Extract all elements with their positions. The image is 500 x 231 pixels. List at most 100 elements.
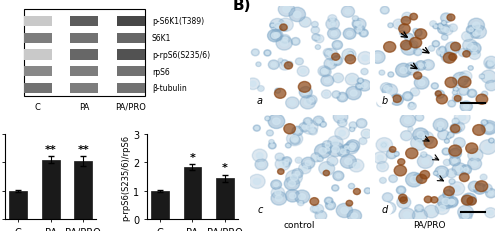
Circle shape — [400, 200, 407, 205]
FancyBboxPatch shape — [24, 50, 52, 60]
Circle shape — [430, 21, 436, 27]
Circle shape — [396, 186, 406, 194]
Circle shape — [361, 69, 368, 75]
Circle shape — [377, 202, 392, 216]
Circle shape — [286, 132, 302, 146]
Circle shape — [362, 83, 368, 88]
Circle shape — [278, 59, 283, 63]
Circle shape — [410, 105, 414, 108]
Circle shape — [470, 92, 474, 96]
Circle shape — [415, 140, 422, 147]
Circle shape — [310, 198, 318, 205]
Circle shape — [416, 213, 424, 219]
Circle shape — [274, 23, 281, 29]
Text: control: control — [283, 220, 315, 229]
Circle shape — [287, 145, 290, 147]
Circle shape — [283, 161, 290, 167]
Circle shape — [288, 181, 296, 187]
Circle shape — [458, 205, 473, 219]
Circle shape — [394, 152, 399, 157]
Circle shape — [477, 186, 482, 191]
Circle shape — [449, 171, 454, 176]
Circle shape — [485, 81, 498, 91]
Circle shape — [412, 209, 428, 222]
Circle shape — [306, 96, 317, 105]
Circle shape — [444, 196, 458, 208]
Circle shape — [452, 119, 460, 125]
Circle shape — [347, 210, 362, 222]
Circle shape — [398, 195, 407, 202]
Circle shape — [442, 55, 444, 57]
Circle shape — [482, 176, 485, 179]
Circle shape — [351, 129, 354, 131]
Circle shape — [434, 173, 437, 174]
Circle shape — [404, 212, 410, 218]
Circle shape — [476, 181, 488, 192]
Circle shape — [404, 118, 411, 124]
Circle shape — [274, 89, 286, 99]
Circle shape — [278, 3, 294, 17]
Circle shape — [414, 30, 416, 33]
Circle shape — [440, 54, 445, 58]
Circle shape — [342, 49, 356, 62]
Circle shape — [294, 40, 298, 44]
Circle shape — [488, 84, 494, 88]
Circle shape — [327, 157, 338, 166]
FancyBboxPatch shape — [70, 67, 99, 77]
Circle shape — [354, 18, 357, 21]
Circle shape — [332, 146, 340, 153]
Circle shape — [312, 22, 318, 28]
Circle shape — [340, 96, 345, 100]
Circle shape — [384, 43, 396, 53]
Circle shape — [298, 200, 304, 206]
Circle shape — [352, 17, 358, 22]
Circle shape — [350, 127, 355, 132]
Circle shape — [324, 197, 333, 205]
Circle shape — [268, 132, 272, 135]
Circle shape — [295, 158, 302, 164]
FancyBboxPatch shape — [70, 17, 99, 27]
Circle shape — [409, 103, 414, 107]
Circle shape — [275, 158, 290, 171]
Circle shape — [406, 95, 410, 99]
Circle shape — [328, 62, 334, 67]
Circle shape — [278, 19, 293, 32]
Circle shape — [396, 23, 402, 27]
Circle shape — [338, 119, 347, 127]
Circle shape — [334, 127, 349, 140]
Circle shape — [289, 64, 292, 66]
Circle shape — [458, 87, 469, 96]
Circle shape — [437, 24, 444, 30]
Circle shape — [470, 30, 480, 39]
Text: *: * — [222, 163, 228, 173]
Circle shape — [380, 178, 386, 184]
Circle shape — [359, 80, 362, 83]
Circle shape — [441, 133, 446, 138]
Circle shape — [340, 149, 346, 154]
Circle shape — [400, 114, 415, 128]
Circle shape — [346, 201, 352, 206]
Circle shape — [430, 197, 438, 203]
Circle shape — [433, 24, 438, 30]
Circle shape — [308, 128, 318, 135]
Circle shape — [482, 184, 492, 193]
Circle shape — [332, 41, 342, 50]
FancyBboxPatch shape — [70, 50, 99, 60]
Circle shape — [482, 123, 496, 134]
Circle shape — [449, 46, 456, 52]
Bar — [184, 167, 202, 219]
Text: rpS6: rpS6 — [152, 67, 170, 76]
Circle shape — [300, 18, 311, 28]
Circle shape — [488, 139, 494, 143]
Circle shape — [258, 86, 264, 92]
Circle shape — [472, 125, 485, 136]
Circle shape — [462, 89, 466, 93]
Circle shape — [439, 206, 446, 211]
Circle shape — [330, 56, 342, 67]
Circle shape — [350, 54, 352, 56]
Circle shape — [312, 207, 316, 211]
Circle shape — [344, 142, 358, 154]
Circle shape — [389, 175, 398, 183]
Circle shape — [284, 177, 300, 190]
Circle shape — [332, 91, 340, 99]
